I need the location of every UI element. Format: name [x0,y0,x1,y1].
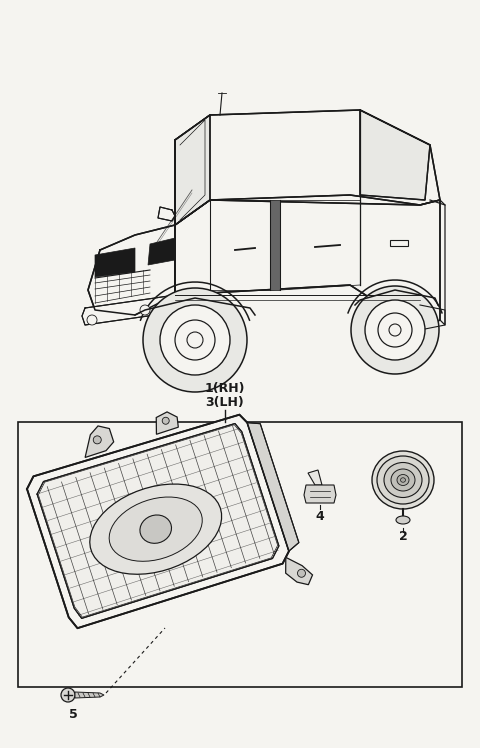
Circle shape [187,332,203,348]
Ellipse shape [384,462,422,497]
Polygon shape [140,515,171,543]
Polygon shape [38,425,277,617]
Circle shape [175,320,215,360]
Polygon shape [158,207,175,221]
Bar [390,240,408,246]
Circle shape [162,417,169,424]
Circle shape [87,315,97,325]
Polygon shape [109,497,202,561]
Polygon shape [27,414,289,628]
Polygon shape [270,200,280,290]
Polygon shape [148,238,175,265]
Polygon shape [304,485,336,503]
Polygon shape [156,412,178,435]
Circle shape [140,305,150,315]
Ellipse shape [400,478,406,482]
Ellipse shape [377,456,429,504]
Ellipse shape [397,474,409,485]
Text: 2: 2 [398,530,408,542]
Circle shape [93,436,101,444]
Circle shape [378,313,412,347]
Circle shape [143,288,247,392]
Polygon shape [175,110,440,225]
Polygon shape [95,248,135,277]
Polygon shape [308,470,322,485]
Text: 3(LH): 3(LH) [205,396,244,408]
Polygon shape [37,423,279,619]
Polygon shape [82,295,175,325]
Ellipse shape [372,451,434,509]
Ellipse shape [391,469,415,491]
Text: 1(RH): 1(RH) [205,381,245,394]
Circle shape [160,305,230,375]
Ellipse shape [396,516,410,524]
Polygon shape [85,426,114,458]
Polygon shape [75,692,104,698]
Circle shape [365,300,425,360]
Circle shape [389,324,401,336]
Polygon shape [88,225,175,315]
Circle shape [61,688,75,702]
Polygon shape [286,557,312,585]
Bar [18,422,462,687]
Circle shape [351,286,439,374]
Polygon shape [175,200,440,330]
Polygon shape [360,110,430,200]
Circle shape [298,569,305,577]
Text: 4: 4 [316,510,324,524]
Polygon shape [247,423,299,551]
Polygon shape [175,115,210,225]
Text: 5: 5 [69,708,77,722]
Polygon shape [90,484,222,574]
